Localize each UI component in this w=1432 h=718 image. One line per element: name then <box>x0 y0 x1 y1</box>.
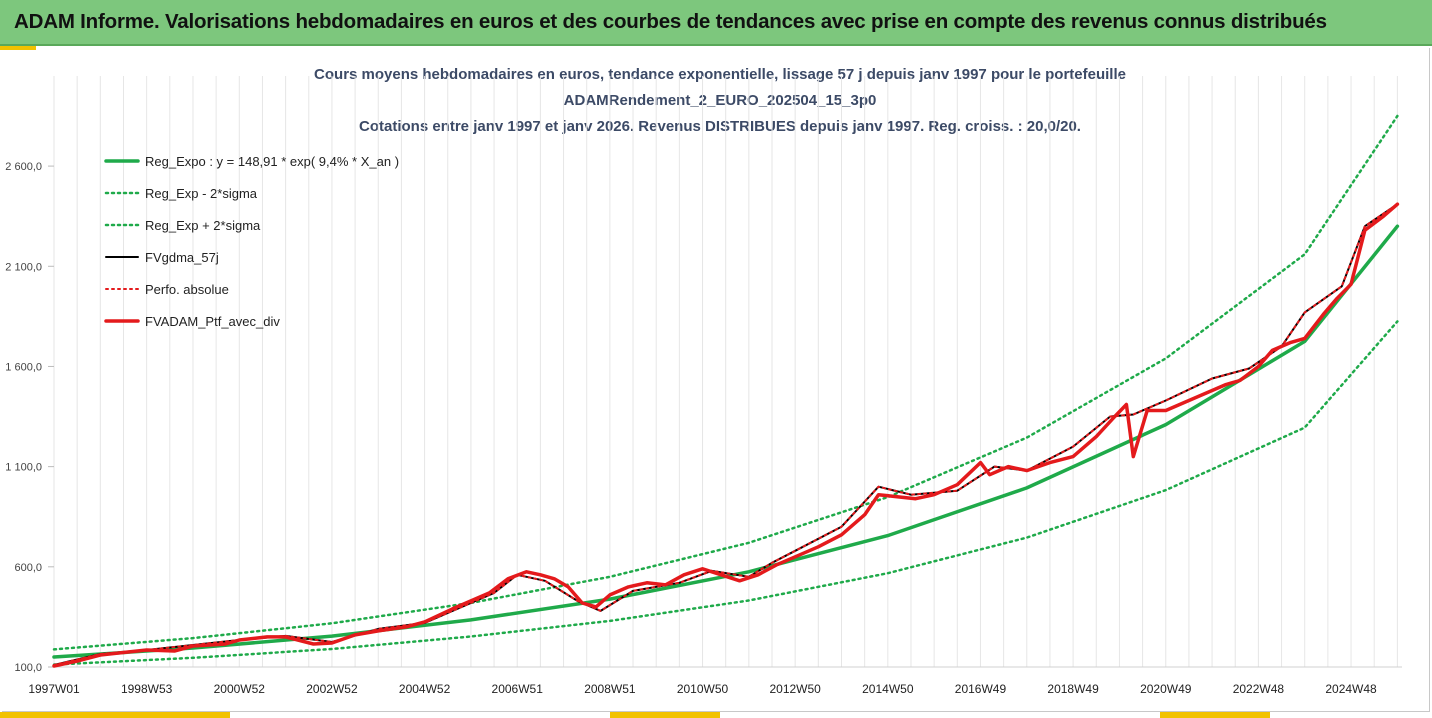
x-tick-label: 2012W50 <box>769 682 821 696</box>
x-tick-label: 2006W51 <box>492 682 544 696</box>
x-tick-label: 2018W49 <box>1047 682 1099 696</box>
legend-label: Reg_Exp + 2*sigma <box>145 218 261 233</box>
y-tick-label: 600,0 <box>14 562 42 574</box>
accent-stripe-bottom-right <box>1160 712 1270 718</box>
grid-lines <box>53 76 1402 668</box>
x-tick-label: 2014W50 <box>862 682 914 696</box>
x-tick-label: 2004W52 <box>399 682 451 696</box>
x-tick-label: 2022W48 <box>1233 682 1285 696</box>
x-tick-label: 2024W48 <box>1325 682 1377 696</box>
legend-label: Reg_Expo : y = 148,91 * exp( 9,4% * X_an… <box>145 154 399 169</box>
y-axis-ticks: 100,0 600,0 1 100,0 1 600,0 2 100,0 2 600,0 <box>5 161 54 674</box>
legend-label: FVgdma_57j <box>145 250 219 265</box>
chart-frame <box>2 48 1430 712</box>
series-line-1 <box>52 320 1399 666</box>
series-line-2 <box>52 114 1399 651</box>
y-tick-label: 1 600,0 <box>5 361 42 373</box>
y-tick-label: 100,0 <box>14 662 42 674</box>
y-tick-label: 2 100,0 <box>5 261 42 273</box>
report-banner: ADAM Informe. Valorisations hebdomadaire… <box>0 0 1432 46</box>
accent-stripe-bottom-mid <box>610 712 720 718</box>
legend-label: Reg_Exp - 2*sigma <box>145 186 258 201</box>
x-tick-label: 2020W49 <box>1140 682 1192 696</box>
accent-stripe-bottom-left <box>0 712 230 718</box>
series-line-5 <box>52 202 1400 668</box>
x-tick-label: 2010W50 <box>677 682 729 696</box>
report-title: ADAM Informe. Valorisations hebdomadaire… <box>14 10 1327 33</box>
x-tick-label: 2016W49 <box>955 682 1007 696</box>
y-tick-label: 2 600,0 <box>5 161 42 173</box>
series-lines <box>52 114 1400 668</box>
chart-title-line-2: ADAMRendement_2_EURO_202504_15_3p0 <box>563 92 877 109</box>
y-tick-label: 1 100,0 <box>5 462 42 474</box>
x-axis-ticks: 1997W01 1998W53 2000W52 2002W52 2004W52 2006W… <box>28 682 1377 696</box>
x-tick-label: 2008W51 <box>584 682 636 696</box>
legend-label: FVADAM_Ptf_avec_div <box>145 314 280 329</box>
x-tick-label: 2002W52 <box>306 682 358 696</box>
x-tick-label: 2000W52 <box>214 682 266 696</box>
legend: Reg_Expo : y = 148,91 * exp( 9,4% * X_an… <box>104 154 399 329</box>
series-line-0 <box>52 224 1400 659</box>
legend-label: Perfo. absolue <box>145 282 229 297</box>
chart-title-line-3: Cotations entre janv 1997 et janv 2026. … <box>359 118 1081 135</box>
accent-stripe-left <box>0 46 36 50</box>
x-tick-label: 1997W01 <box>28 682 80 696</box>
x-tick-label: 1998W53 <box>121 682 173 696</box>
